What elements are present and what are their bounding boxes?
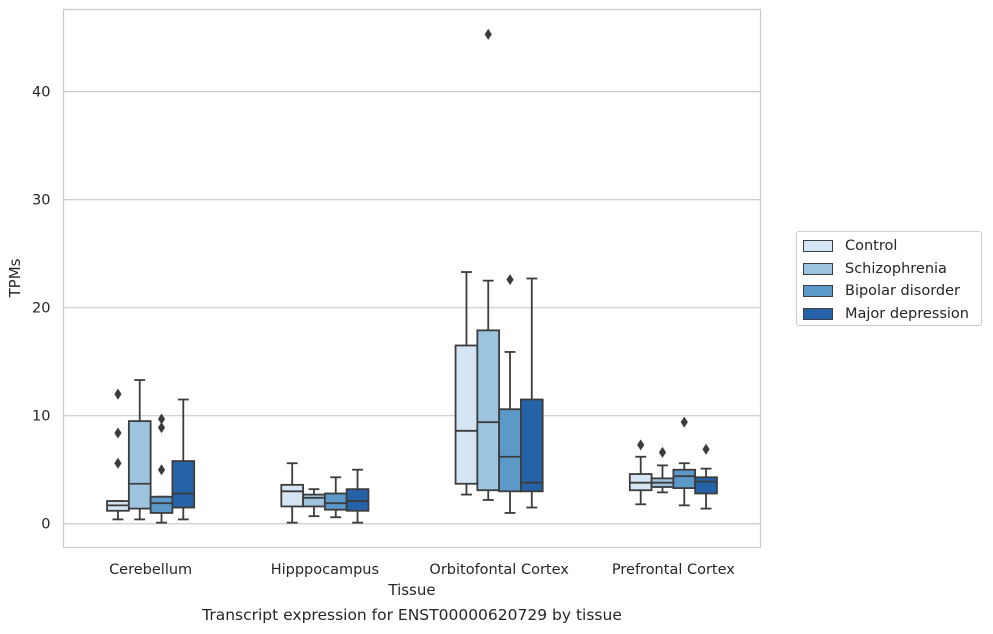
plot-frame bbox=[62, 8, 762, 549]
box-iqr bbox=[672, 468, 697, 489]
legend-item: Bipolar disorder bbox=[803, 281, 960, 301]
box-series bbox=[106, 28, 718, 524]
outlier-point bbox=[157, 413, 166, 425]
box-iqr bbox=[323, 492, 348, 511]
y-axis-ticks: 0 10 20 30 40 bbox=[32, 85, 50, 533]
box-iqr bbox=[171, 460, 196, 509]
outlier-point bbox=[637, 439, 645, 451]
box-iqr bbox=[149, 495, 174, 514]
x-tick-label: Prefrontal Cortex bbox=[612, 562, 735, 578]
box bbox=[149, 413, 174, 524]
box bbox=[171, 398, 196, 521]
outlier-point bbox=[484, 28, 492, 40]
box-iqr bbox=[345, 488, 370, 512]
y-tick-label: 0 bbox=[41, 517, 50, 533]
box bbox=[628, 439, 653, 506]
outlier-point bbox=[157, 464, 166, 476]
series-schizophrenia bbox=[127, 28, 675, 521]
y-tick-label: 20 bbox=[32, 301, 50, 317]
y-tick-label: 10 bbox=[32, 409, 50, 425]
box-iqr bbox=[302, 493, 326, 508]
x-tick-label: Orbitofontal Cortex bbox=[429, 562, 569, 578]
box bbox=[127, 379, 152, 521]
y-tick-label: 30 bbox=[32, 193, 50, 209]
box-iqr bbox=[476, 329, 501, 492]
box bbox=[694, 443, 718, 510]
y-axis-label: TPMs bbox=[6, 258, 24, 298]
chart-caption: Transcript expression for ENST0000062072… bbox=[202, 606, 622, 624]
outlier-point bbox=[157, 422, 166, 434]
box bbox=[106, 388, 130, 521]
box-iqr bbox=[520, 398, 544, 493]
outlier-point bbox=[114, 427, 122, 439]
legend-swatch bbox=[803, 240, 833, 252]
outlier-point bbox=[658, 446, 667, 458]
legend-swatch bbox=[803, 307, 833, 320]
box bbox=[672, 416, 697, 507]
box bbox=[302, 488, 326, 518]
legend-label: Major depression bbox=[845, 305, 969, 322]
legend-swatch bbox=[803, 285, 833, 297]
x-axis-ticks: Cerebellum Hipppocampus Orbitofontal Corte… bbox=[109, 562, 735, 578]
box bbox=[345, 468, 370, 524]
series-bipolar-disorder bbox=[149, 274, 697, 524]
box bbox=[520, 277, 544, 509]
legend-label: Control bbox=[845, 238, 898, 254]
box-iqr bbox=[280, 483, 304, 508]
outlier-point bbox=[114, 388, 122, 400]
legend-label: Bipolar disorder bbox=[845, 283, 960, 299]
legend-swatch bbox=[803, 262, 833, 275]
series-control bbox=[106, 271, 653, 524]
box-iqr bbox=[498, 408, 522, 493]
legend-item: Schizophrenia bbox=[803, 259, 947, 279]
legend-label: Schizophrenia bbox=[845, 260, 947, 277]
box bbox=[476, 28, 501, 501]
series-major-depression bbox=[171, 277, 718, 524]
x-axis-label: Tissue bbox=[387, 581, 435, 599]
box-iqr bbox=[694, 476, 718, 495]
outlier-point bbox=[114, 457, 122, 469]
box-iqr bbox=[454, 344, 479, 485]
box bbox=[498, 274, 522, 514]
outlier-point bbox=[506, 274, 514, 286]
y-tick-label: 40 bbox=[32, 85, 50, 101]
box bbox=[650, 446, 675, 494]
outlier-point bbox=[680, 416, 688, 428]
outlier-point bbox=[702, 443, 710, 455]
x-tick-label: Cerebellum bbox=[109, 562, 192, 578]
box bbox=[323, 476, 348, 519]
box bbox=[280, 462, 304, 524]
legend-item: Control bbox=[803, 236, 897, 256]
box bbox=[454, 271, 479, 496]
legend: Control Schizophrenia Bipolar disorder Majo… bbox=[796, 231, 982, 326]
x-tick-label: Hipppocampus bbox=[271, 562, 379, 578]
legend-item: Major depression bbox=[803, 304, 969, 324]
box-iqr bbox=[127, 420, 152, 510]
grid-lines bbox=[63, 91, 761, 525]
